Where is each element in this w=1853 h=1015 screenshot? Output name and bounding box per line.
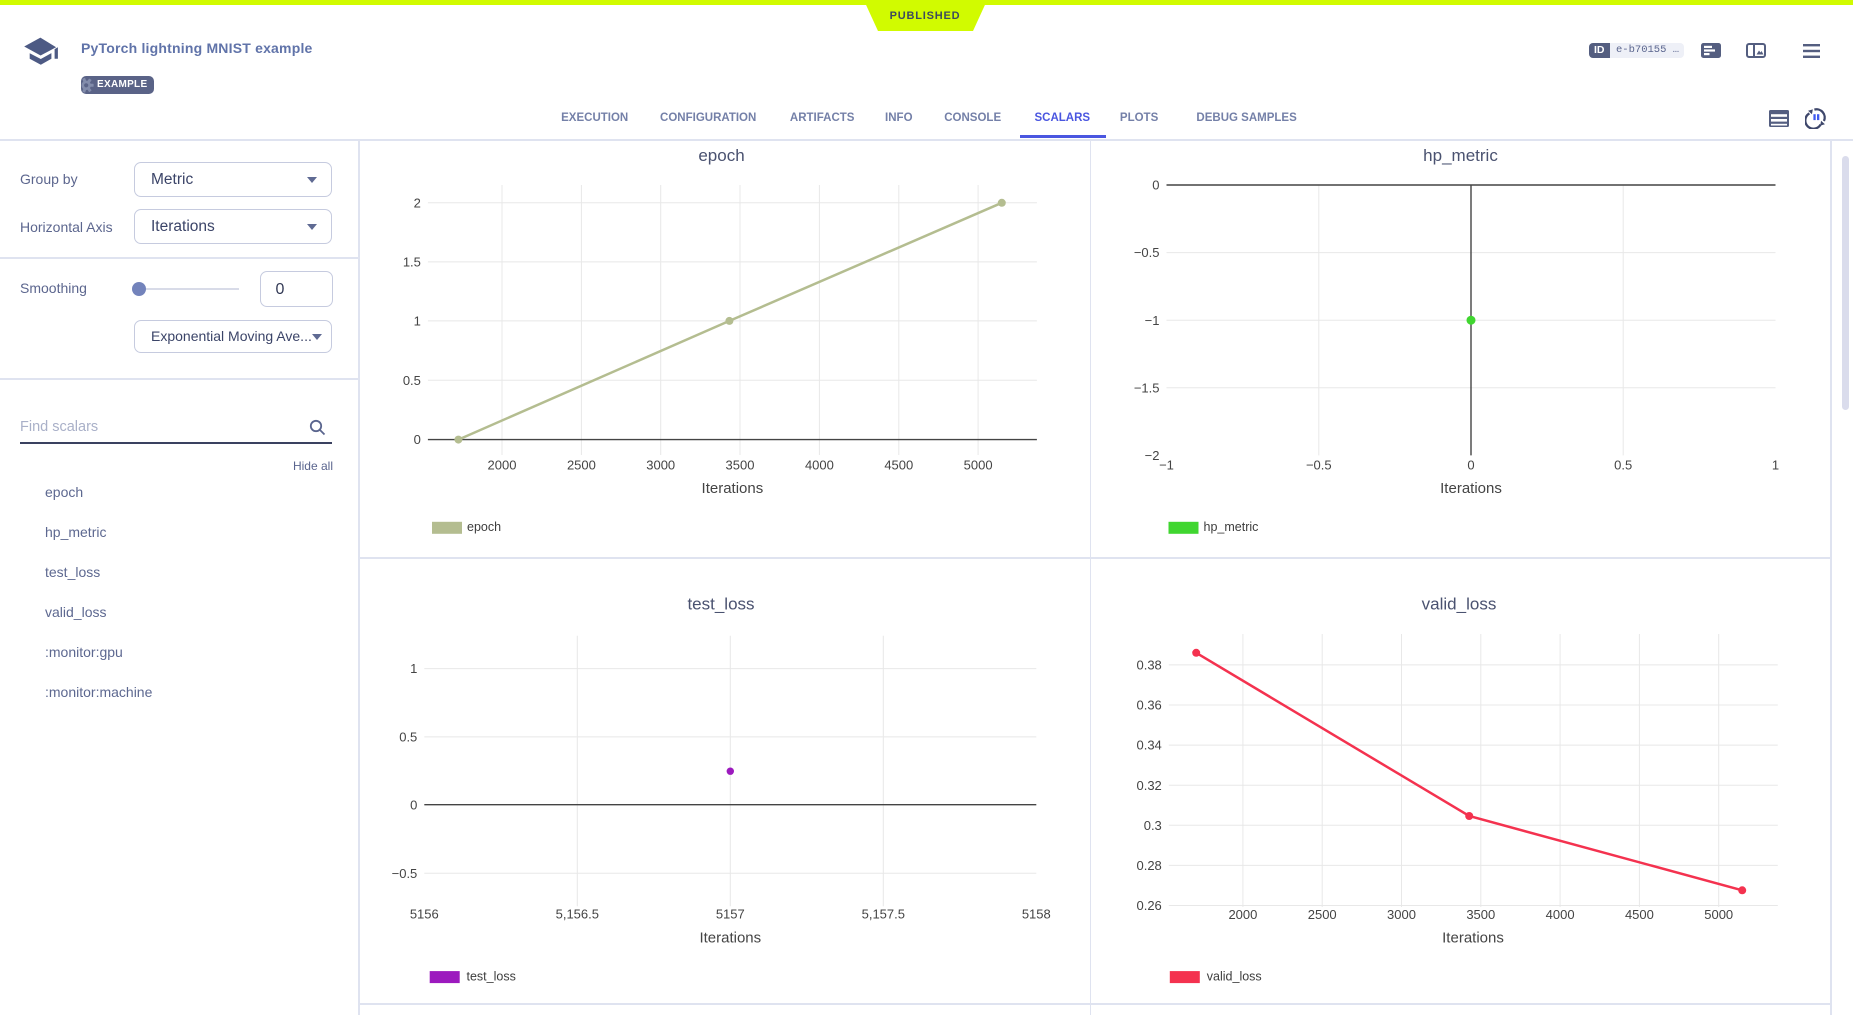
svg-text:Iterations: Iterations (1440, 480, 1502, 497)
svg-text:epoch: epoch (467, 520, 501, 534)
svg-text:hp_metric: hp_metric (1204, 520, 1259, 534)
svg-text:−2: −2 (1145, 448, 1160, 463)
svg-text:0.5: 0.5 (403, 373, 421, 388)
svg-text:4500: 4500 (1625, 907, 1654, 922)
svg-text:2: 2 (414, 195, 421, 210)
svg-text:0.5: 0.5 (1614, 457, 1632, 472)
svg-text:−1.5: −1.5 (1134, 380, 1160, 395)
svg-text:0: 0 (1467, 457, 1474, 472)
svg-text:2500: 2500 (1308, 907, 1337, 922)
svg-text:0.3: 0.3 (1144, 818, 1162, 833)
svg-text:5000: 5000 (964, 457, 993, 472)
svg-text:test_loss: test_loss (687, 594, 754, 613)
svg-text:5157: 5157 (716, 907, 745, 922)
svg-text:5,157.5: 5,157.5 (862, 907, 905, 922)
svg-text:3500: 3500 (726, 457, 755, 472)
svg-text:Iterations: Iterations (1442, 930, 1504, 947)
svg-text:3500: 3500 (1466, 907, 1495, 922)
svg-text:valid_loss: valid_loss (1422, 594, 1497, 613)
svg-text:−0.5: −0.5 (1306, 457, 1332, 472)
svg-text:5,156.5: 5,156.5 (556, 907, 599, 922)
svg-text:0.34: 0.34 (1136, 738, 1161, 753)
svg-text:−0.5: −0.5 (392, 866, 418, 881)
svg-text:1: 1 (1772, 457, 1779, 472)
svg-text:0.28: 0.28 (1136, 858, 1161, 873)
svg-text:Iterations: Iterations (702, 480, 764, 497)
svg-text:1.5: 1.5 (403, 254, 421, 269)
svg-text:4000: 4000 (1546, 907, 1575, 922)
svg-text:0: 0 (1152, 178, 1159, 193)
svg-text:2500: 2500 (567, 457, 596, 472)
svg-text:3000: 3000 (1387, 907, 1416, 922)
svg-text:5158: 5158 (1022, 907, 1051, 922)
svg-text:0: 0 (414, 432, 421, 447)
svg-text:Iterations: Iterations (699, 930, 761, 947)
svg-text:epoch: epoch (698, 146, 744, 165)
svg-text:test_loss: test_loss (467, 970, 516, 984)
svg-text:0.36: 0.36 (1136, 698, 1161, 713)
svg-text:−1: −1 (1145, 313, 1160, 328)
svg-text:4000: 4000 (805, 457, 834, 472)
svg-text:5000: 5000 (1704, 907, 1733, 922)
svg-text:5156: 5156 (410, 907, 439, 922)
svg-text:2000: 2000 (1228, 907, 1257, 922)
svg-text:−1: −1 (1159, 457, 1174, 472)
svg-text:valid_loss: valid_loss (1207, 970, 1262, 984)
svg-text:2000: 2000 (488, 457, 517, 472)
svg-text:1: 1 (410, 661, 417, 676)
svg-text:0: 0 (410, 797, 417, 812)
svg-text:0.26: 0.26 (1136, 898, 1161, 913)
svg-text:hp_metric: hp_metric (1423, 146, 1498, 165)
svg-text:0.5: 0.5 (399, 729, 417, 744)
svg-text:0.32: 0.32 (1136, 778, 1161, 793)
svg-text:0.38: 0.38 (1136, 657, 1161, 672)
svg-text:1: 1 (414, 313, 421, 328)
svg-text:−0.5: −0.5 (1134, 245, 1160, 260)
svg-text:3000: 3000 (646, 457, 675, 472)
svg-text:4500: 4500 (884, 457, 913, 472)
